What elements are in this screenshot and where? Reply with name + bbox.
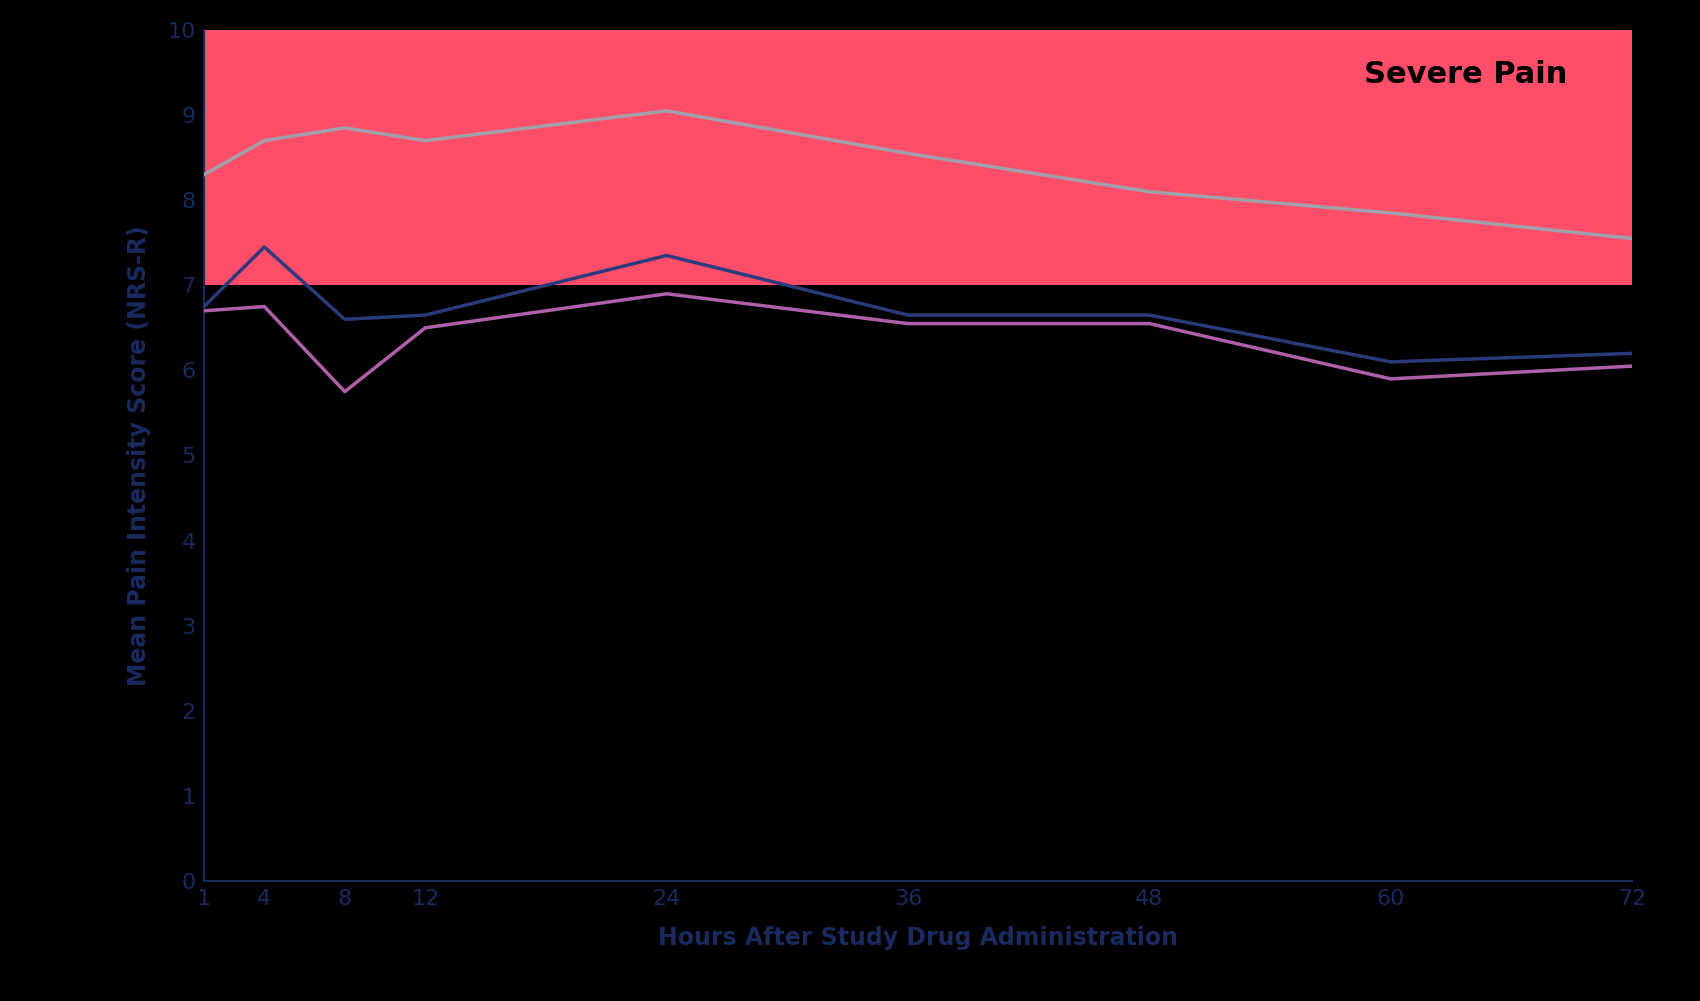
Y-axis label: Mean Pain Intensity Score (NRS-R): Mean Pain Intensity Score (NRS-R)	[126, 225, 151, 686]
Text: Severe Pain: Severe Pain	[1365, 60, 1567, 89]
Bar	[204, 30, 1632, 285]
X-axis label: Hours After Study Drug Administration: Hours After Study Drug Administration	[658, 926, 1178, 950]
